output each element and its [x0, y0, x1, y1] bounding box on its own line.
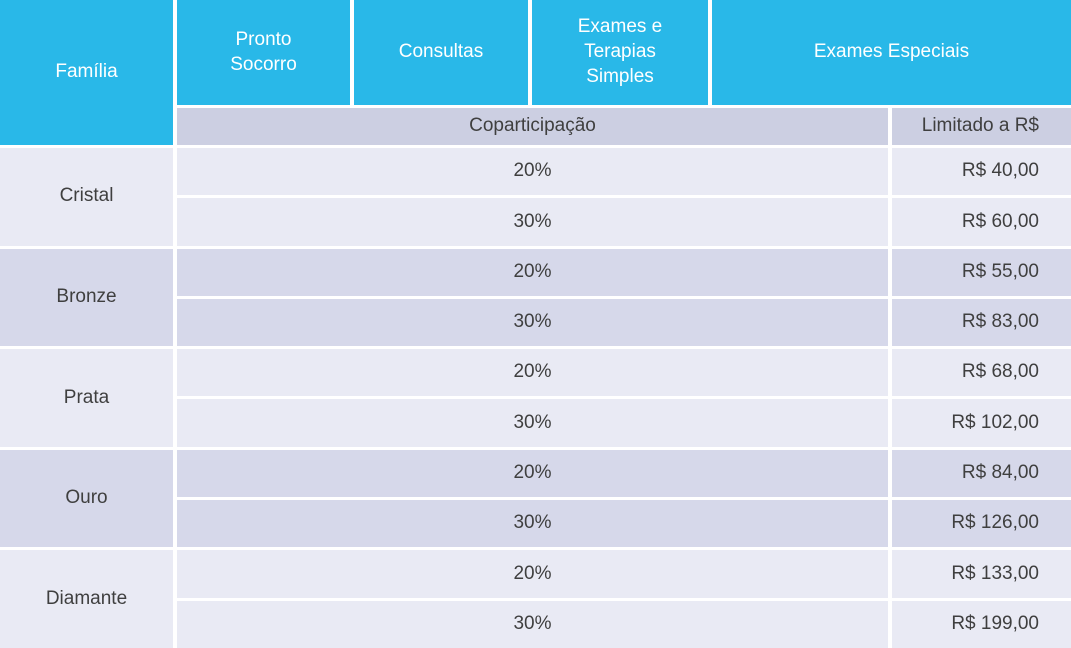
limit-value: R$ 133,00	[892, 550, 1071, 598]
limit-value: R$ 126,00	[892, 500, 1071, 548]
group-rows: 20% R$ 55,00 30% R$ 83,00	[177, 248, 1071, 347]
group-rows: 20% R$ 40,00 30% R$ 60,00	[177, 148, 1071, 246]
family-name: Cristal	[0, 148, 173, 246]
table-row: 20% R$ 68,00	[177, 349, 1071, 397]
family-name: Ouro	[0, 449, 173, 548]
subheader-coparticipacao: Coparticipação	[177, 108, 888, 145]
coparticipation-percent: 30%	[177, 399, 888, 447]
column-headers-row: Pronto Socorro Consultas Exames e Terapi…	[177, 0, 1071, 105]
coparticipation-percent: 20%	[177, 550, 888, 598]
subheader-limitado-rs: Limitado a R$	[892, 108, 1071, 145]
group-rows: 20% R$ 68,00 30% R$ 102,00	[177, 349, 1071, 447]
group-rows: 20% R$ 133,00 30% R$ 199,00	[177, 550, 1071, 648]
column-header-consultas: Consultas	[354, 0, 528, 105]
coparticipation-percent: 30%	[177, 600, 888, 648]
table-row: 30% R$ 102,00	[177, 399, 1071, 447]
limit-value: R$ 68,00	[892, 349, 1071, 397]
header-right-area: Pronto Socorro Consultas Exames e Terapi…	[177, 0, 1071, 145]
family-name: Prata	[0, 349, 173, 447]
table-row: 30% R$ 126,00	[177, 500, 1071, 548]
coparticipation-percent: 20%	[177, 349, 888, 397]
family-group-prata: Prata 20% R$ 68,00 30% R$ 102,00	[0, 349, 1071, 447]
limit-value: R$ 199,00	[892, 600, 1071, 648]
column-header-exames-terapias-simples: Exames e Terapias Simples	[532, 0, 708, 105]
family-column-header: Família	[0, 0, 173, 145]
table-row: 30% R$ 60,00	[177, 198, 1071, 246]
table-row: 20% R$ 133,00	[177, 550, 1071, 598]
coparticipation-percent: 30%	[177, 500, 888, 548]
table-row: 30% R$ 199,00	[177, 600, 1071, 648]
table-row: 20% R$ 84,00	[177, 449, 1071, 498]
coparticipation-percent: 20%	[177, 248, 888, 296]
table-header: Família Pronto Socorro Consultas Exames …	[0, 0, 1071, 145]
table-row: 20% R$ 55,00	[177, 248, 1071, 296]
subheader-row: Coparticipação Limitado a R$	[177, 108, 1071, 145]
table-row: 20% R$ 40,00	[177, 148, 1071, 196]
family-name: Diamante	[0, 550, 173, 648]
group-rows: 20% R$ 84,00 30% R$ 126,00	[177, 449, 1071, 548]
limit-value: R$ 40,00	[892, 148, 1071, 196]
limit-value: R$ 102,00	[892, 399, 1071, 447]
coparticipation-percent: 30%	[177, 298, 888, 347]
coparticipation-percent: 20%	[177, 449, 888, 498]
limit-value: R$ 60,00	[892, 198, 1071, 246]
column-header-exames-especiais: Exames Especiais	[712, 0, 1071, 105]
table-row: 30% R$ 83,00	[177, 298, 1071, 347]
limit-value: R$ 83,00	[892, 298, 1071, 347]
limit-value: R$ 84,00	[892, 449, 1071, 498]
family-name: Bronze	[0, 248, 173, 347]
limit-value: R$ 55,00	[892, 248, 1071, 296]
column-header-pronto-socorro: Pronto Socorro	[177, 0, 350, 105]
coparticipation-percent: 20%	[177, 148, 888, 196]
coparticipation-percent: 30%	[177, 198, 888, 246]
family-group-diamante: Diamante 20% R$ 133,00 30% R$ 199,00	[0, 550, 1071, 648]
family-group-ouro: Ouro 20% R$ 84,00 30% R$ 126,00	[0, 449, 1071, 548]
family-group-cristal: Cristal 20% R$ 40,00 30% R$ 60,00	[0, 148, 1071, 246]
family-group-bronze: Bronze 20% R$ 55,00 30% R$ 83,00	[0, 248, 1071, 347]
